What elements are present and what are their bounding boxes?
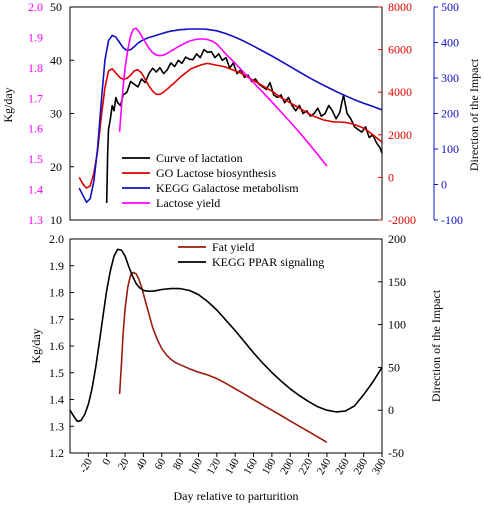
tick-label-go-4: 6000 [388, 43, 412, 57]
x-tick-label-14: 260 [333, 456, 352, 477]
tick-label-ppar-2: 50 [388, 360, 400, 374]
tick-label-ppar-4: 150 [388, 275, 406, 289]
top-right-y-label: Direction of the Impact [467, 58, 481, 171]
tick-label-go-2: 2000 [388, 128, 412, 142]
bottom-series [70, 248, 382, 443]
legend-label-go-lactose-biosynthesis: GO Lactose biosynthesis [156, 166, 276, 180]
x-tick-label-12: 220 [297, 456, 316, 477]
tick-label-milk-4: 50 [50, 0, 62, 14]
bottom-plot-frame [69, 238, 383, 454]
tick-label-kegg-3: 200 [441, 107, 459, 121]
tick-label-fat-6: 1.8 [49, 286, 64, 300]
x-tick-label-5: 80 [171, 456, 187, 472]
tick-label-milk-2: 30 [50, 107, 62, 121]
series-line-kegg-galactose-metabolism [78, 28, 382, 204]
tick-label-fat-5: 1.7 [49, 312, 64, 326]
tick-label-kegg-1: 0 [441, 178, 447, 192]
series-line-lactose-yield [118, 27, 328, 167]
tick-label-milk-1: 20 [50, 160, 62, 174]
legend-label-fat-yield: Fat yield [212, 240, 254, 254]
bottom-left-y-label: Kg/day [29, 328, 43, 363]
tick-label-lactose-2: 1.5 [28, 152, 43, 166]
tick-label-ppar-1: 0 [388, 403, 394, 417]
tick-label-ppar-3: 100 [388, 318, 406, 332]
top-left-y-label: Kg/day [1, 87, 15, 122]
tick-label-kegg-4: 300 [441, 71, 459, 85]
x-tick-label-9: 160 [241, 456, 260, 477]
x-tick-label-6: 100 [186, 456, 205, 477]
tick-label-lactose-1: 1.4 [28, 183, 43, 197]
tick-label-milk-0: 10 [50, 213, 62, 227]
tick-label-lactose-4: 1.7 [28, 91, 43, 105]
top-axes: 10 20 30 40 50 1.3 1.4 1.5 1.6 1.7 1.8 1.9 2.0 -2000 0… [28, 0, 463, 227]
x-tick-label-1: 0 [100, 456, 113, 467]
legend-label-kegg-galactose-metabolism: KEGG Galactose metabolism [156, 181, 299, 195]
tick-label-fat-4: 1.6 [49, 339, 64, 353]
top-series [78, 27, 382, 204]
x-tick-label-0: -20 [77, 456, 95, 475]
tick-label-ppar-5: 200 [388, 232, 406, 246]
tick-label-lactose-5: 1.8 [28, 61, 43, 75]
tick-label-fat-0: 1.2 [49, 446, 64, 460]
bottom-right-y-label: Direction of the Impact [429, 289, 443, 402]
tick-label-go-1: 0 [388, 170, 394, 184]
tick-label-go-0: -2000 [388, 213, 416, 227]
legend-label-kegg-ppar-signaling: KEGG PPAR signaling [212, 255, 324, 269]
x-tick-label-2: 20 [116, 456, 132, 472]
tick-label-kegg-5: 400 [441, 36, 459, 50]
tick-label-fat-2: 1.4 [49, 393, 64, 407]
series-line-curve-of-lactation [105, 48, 382, 204]
tick-label-kegg-6: 500 [441, 0, 459, 14]
x-tick-label-13: 240 [315, 456, 334, 477]
tick-label-kegg-2: 100 [441, 142, 459, 156]
top-chart: 10 20 30 40 50 1.3 1.4 1.5 1.6 1.7 1.8 1.9 2.0 -2000 0… [1, 0, 481, 227]
x-tick-label-8: 140 [223, 456, 242, 477]
tick-label-fat-7: 1.9 [49, 259, 64, 273]
series-line-fat-yield [118, 271, 328, 443]
series-line-kegg-ppar-signaling [70, 248, 382, 423]
x-tick-label-3: 40 [134, 456, 150, 472]
legend-label-curve-of-lactation: Curve of lactation [156, 151, 243, 165]
x-tick-label-7: 120 [205, 456, 224, 477]
x-axis-label: Day relative to parturition [174, 489, 299, 503]
tick-label-milk-3: 40 [50, 53, 62, 67]
tick-label-fat-3: 1.5 [49, 366, 64, 380]
tick-label-fat-1: 1.3 [49, 419, 64, 433]
x-tick-label-16: 300 [370, 456, 389, 477]
tick-label-go-3: 4000 [388, 85, 412, 99]
x-tick-label-10: 180 [260, 456, 279, 477]
bottom-chart: 1.2 1.3 1.4 1.5 1.6 1.7 1.8 1.9 2.0 -50 0 50 100 150 2… [29, 232, 443, 477]
x-tick-label-15: 280 [352, 456, 371, 477]
x-tick-label-11: 200 [278, 456, 297, 477]
tick-label-lactose-0: 1.3 [28, 213, 43, 227]
tick-label-kegg-0: -100 [441, 213, 463, 227]
series-line-go-lactose-biosynthesis [78, 62, 382, 189]
tick-label-lactose-3: 1.6 [28, 122, 43, 136]
tick-label-fat-8: 2.0 [49, 232, 64, 246]
tick-label-lactose-7: 2.0 [28, 0, 43, 14]
x-tick-label-4: 60 [153, 456, 169, 472]
tick-label-lactose-6: 1.9 [28, 30, 43, 44]
tick-label-ppar-0: -50 [388, 446, 404, 460]
legend-label-lactose-yield: Lactose yield [156, 196, 220, 210]
tick-label-go-5: 8000 [388, 0, 412, 14]
